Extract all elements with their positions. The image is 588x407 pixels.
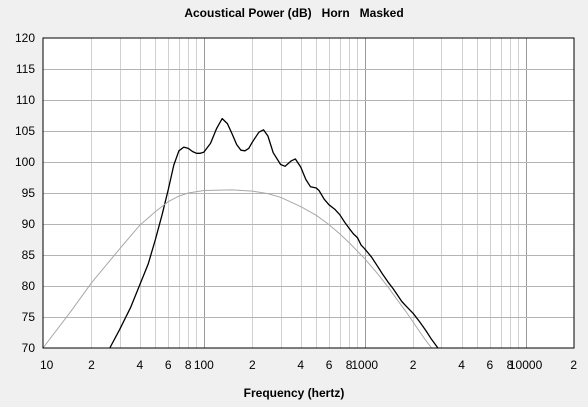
y-tick-label: 120 xyxy=(15,31,35,45)
x-tick-label: 4 xyxy=(297,358,304,372)
chart-title: Acoustical Power (dB) Horn Masked xyxy=(184,6,404,20)
x-tick-label: 2 xyxy=(570,358,577,372)
x-tick-label: 100 xyxy=(194,358,214,372)
x-tick-label: 6 xyxy=(326,358,333,372)
x-tick-label: 4 xyxy=(137,358,144,372)
y-tick-labels: 70 75 80 85 90 95 100 105 110 115 120 xyxy=(15,31,35,355)
y-tick-label: 115 xyxy=(16,62,35,76)
x-tick-label: 4 xyxy=(458,358,465,372)
grid-layer xyxy=(43,38,574,348)
y-tick-label: 85 xyxy=(22,248,36,262)
y-tick-label: 95 xyxy=(22,186,36,200)
y-tick-label: 70 xyxy=(22,341,36,355)
x-tick-label: 10000 xyxy=(509,358,543,372)
y-tick-label: 80 xyxy=(22,279,36,293)
x-tick-label: 6 xyxy=(165,358,172,372)
x-tick-label: 8 xyxy=(185,358,192,372)
y-tick-label: 75 xyxy=(22,310,36,324)
x-tick-label: 6 xyxy=(487,358,494,372)
plot-frame xyxy=(42,37,575,349)
y-tick-label: 90 xyxy=(22,217,36,231)
x-tick-label: 10 xyxy=(40,358,54,372)
x-tick-label: 1000 xyxy=(351,358,378,372)
x-tick-label: 8 xyxy=(507,358,514,372)
series-line-2 xyxy=(42,189,432,349)
x-axis-label: Frequency (hertz) xyxy=(243,386,345,400)
x-tick-label: 2 xyxy=(88,358,95,372)
x-tick-label: 8 xyxy=(346,358,353,372)
y-tick-label: 105 xyxy=(15,124,35,138)
x-tick-label: 2 xyxy=(410,358,417,372)
x-tick-label: 2 xyxy=(249,358,256,372)
y-tick-label: 100 xyxy=(15,155,35,169)
series-layer xyxy=(42,117,439,349)
y-tick-label: 110 xyxy=(16,93,35,107)
series-line-1 xyxy=(109,117,439,349)
